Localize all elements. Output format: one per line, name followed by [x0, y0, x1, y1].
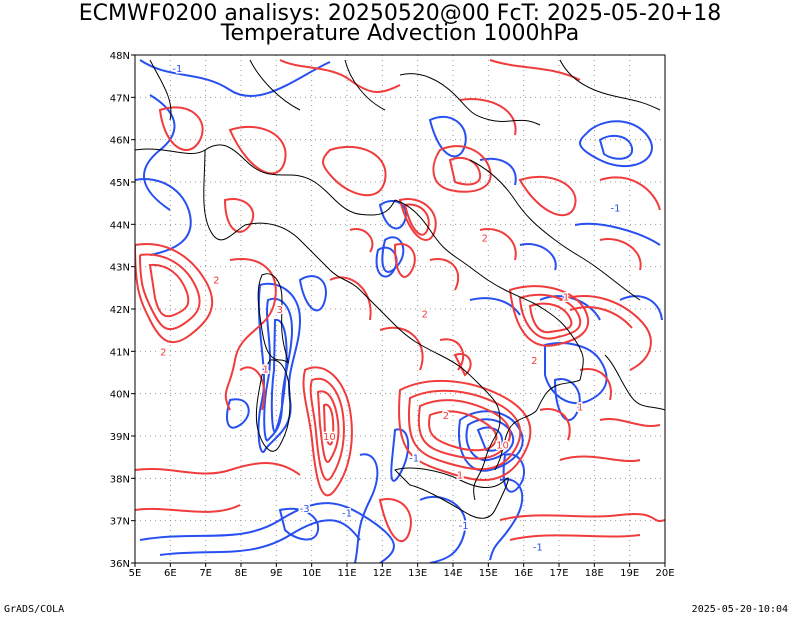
lon-tick-label: 16E — [514, 568, 533, 579]
contour-value-label: 2 — [531, 356, 537, 367]
lon-tick-label: 8E — [235, 568, 248, 579]
lon-tick-label: 5E — [129, 568, 142, 579]
contour-value-label: 1 — [457, 470, 463, 481]
render-timestamp: 2025-05-20-10:04 — [691, 604, 788, 615]
lon-tick-label: 11E — [337, 568, 356, 579]
contour-value-label: 2 — [213, 276, 219, 287]
negative-contours — [135, 59, 663, 563]
lat-tick-label: 48N — [110, 51, 130, 62]
lon-tick-label: 7E — [199, 568, 212, 579]
lon-tick-label: 13E — [408, 568, 427, 579]
contour-value-label: -1 — [172, 64, 182, 75]
positive-contours — [135, 59, 665, 543]
lat-tick-label: 37N — [110, 517, 130, 528]
lon-tick-label: 6E — [164, 568, 177, 579]
lat-tick-label: 38N — [110, 474, 130, 485]
contour-value-label: 2 — [160, 348, 166, 359]
coastlines — [135, 59, 665, 519]
axis-ticks: 5E 6E 7E 8E 9E 10E 11E 12E 13E 14E 15E 16E 17E 18E 19E… — [110, 51, 675, 579]
contour-value-label: -1 — [409, 453, 419, 464]
lon-tick-label: 15E — [479, 568, 498, 579]
lat-tick-label: 40N — [110, 390, 130, 401]
contour-value-label: 10 — [323, 432, 336, 443]
grads-credit: GrADS/COLA — [4, 604, 65, 615]
lon-tick-label: 12E — [373, 568, 392, 579]
contour-value-label: 1 — [577, 403, 583, 414]
contour-value-label: 1 — [563, 293, 569, 304]
contour-value-label: 10 — [496, 441, 509, 452]
map-title-line2: Temperature Advection 1000hPa — [220, 21, 580, 46]
contour-value-label: 1 — [263, 365, 269, 376]
contour-value-label: 2 — [482, 233, 488, 244]
lat-tick-label: 45N — [110, 178, 130, 189]
lon-tick-label: 9E — [270, 568, 283, 579]
lon-tick-label: 17E — [549, 568, 568, 579]
lon-tick-label: 14E — [443, 568, 462, 579]
lon-tick-label: 10E — [302, 568, 321, 579]
contour-value-label: 2 — [422, 309, 428, 320]
lat-tick-label: 43N — [110, 263, 130, 274]
contour-value-label: 2 — [443, 411, 449, 422]
lon-tick-label: 19E — [620, 568, 639, 579]
lat-tick-label: 46N — [110, 136, 130, 147]
map-title-line1: ECMWF0200 analisys: 20250520@00 FcT: 202… — [78, 1, 722, 26]
lat-tick-label: 44N — [110, 220, 130, 231]
lon-tick-label: 18E — [585, 568, 604, 579]
contour-labels: -1 2 2 3 1 10 -1 -3 2 2 1 -1 2 1 -1 1 10 -1 -1 2 — [159, 62, 622, 554]
lat-tick-label: 47N — [110, 93, 130, 104]
lat-tick-label: 39N — [110, 432, 130, 443]
contour-value-label: -1 — [459, 521, 469, 532]
lat-tick-label: 42N — [110, 305, 130, 316]
contour-value-label: -1 — [533, 542, 543, 553]
contour-value-label: 3 — [277, 305, 283, 316]
lat-tick-label: 41N — [110, 347, 130, 358]
contour-value-label: -1 — [611, 204, 621, 215]
graticule — [135, 55, 665, 563]
lon-tick-label: 20E — [655, 568, 674, 579]
contour-value-label: -3 — [300, 504, 310, 515]
lat-tick-label: 36N — [110, 559, 130, 570]
contour-value-label: -1 — [342, 508, 352, 519]
contour-layer — [135, 59, 665, 563]
